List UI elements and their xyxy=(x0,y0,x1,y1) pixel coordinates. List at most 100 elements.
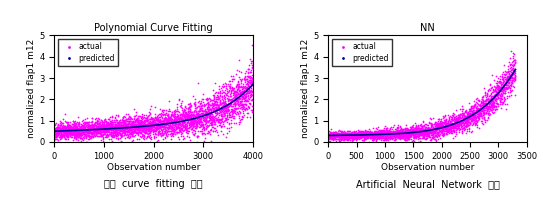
Point xyxy=(364,132,373,135)
Point xyxy=(479,112,488,116)
Point xyxy=(482,97,491,100)
Point xyxy=(144,127,153,130)
Point xyxy=(75,131,84,134)
Point xyxy=(424,129,433,132)
Point xyxy=(345,129,354,132)
Point xyxy=(327,136,336,139)
Point xyxy=(328,134,337,137)
Point xyxy=(486,105,495,109)
Point xyxy=(203,102,212,105)
Point xyxy=(186,113,195,116)
Point xyxy=(510,69,519,72)
Point xyxy=(476,108,484,111)
Point xyxy=(435,125,444,128)
Point xyxy=(154,126,162,129)
Point xyxy=(121,127,130,131)
Point xyxy=(192,113,201,116)
Point xyxy=(440,127,449,130)
Point xyxy=(329,134,338,137)
Point xyxy=(74,133,83,136)
Point xyxy=(510,77,519,80)
Point xyxy=(372,133,381,136)
Point xyxy=(200,137,209,140)
Point xyxy=(56,134,65,137)
Point xyxy=(155,118,163,121)
Point xyxy=(185,106,193,109)
Point xyxy=(440,127,449,130)
Point xyxy=(362,134,370,138)
Point xyxy=(129,125,137,128)
Point xyxy=(84,120,92,124)
Point xyxy=(130,127,138,130)
Point xyxy=(397,129,406,132)
Point xyxy=(79,127,88,130)
Point xyxy=(194,134,203,137)
Point xyxy=(370,130,379,133)
Point xyxy=(81,133,90,136)
Point xyxy=(211,108,219,111)
Point xyxy=(350,133,359,136)
Point xyxy=(154,112,163,115)
Point xyxy=(125,130,134,133)
Point xyxy=(439,125,448,128)
Point xyxy=(67,130,76,133)
Point xyxy=(507,60,516,63)
Point xyxy=(507,73,516,76)
Point xyxy=(450,122,458,125)
Point xyxy=(349,132,358,136)
Point xyxy=(373,132,382,136)
Point xyxy=(366,136,375,139)
Point xyxy=(181,112,190,115)
Point xyxy=(198,109,207,112)
Point xyxy=(64,127,72,130)
Point xyxy=(342,131,351,134)
Point xyxy=(384,136,393,139)
Point xyxy=(485,105,494,108)
Point xyxy=(159,129,168,132)
Point xyxy=(130,120,139,124)
Point xyxy=(175,116,184,120)
Point xyxy=(58,128,67,131)
Point xyxy=(244,71,252,74)
Point xyxy=(72,133,81,137)
Point xyxy=(351,133,360,136)
Point xyxy=(329,135,338,138)
Point xyxy=(95,129,104,132)
Point xyxy=(150,129,159,132)
Point xyxy=(454,118,463,121)
Point xyxy=(134,129,143,132)
Point xyxy=(122,122,131,125)
Point xyxy=(423,135,432,138)
Point xyxy=(94,126,103,129)
Point xyxy=(61,132,70,136)
Point xyxy=(188,118,197,121)
Point xyxy=(364,133,373,137)
Point xyxy=(220,112,229,115)
Point xyxy=(162,119,171,123)
Point xyxy=(222,136,230,139)
Point xyxy=(134,130,142,134)
Point xyxy=(506,80,515,83)
Point xyxy=(136,126,144,129)
Point xyxy=(447,119,456,122)
Point xyxy=(155,123,163,126)
Point xyxy=(65,128,73,131)
Point xyxy=(422,132,431,135)
Point xyxy=(182,128,191,131)
Point xyxy=(93,130,102,133)
Point xyxy=(79,132,88,136)
Point xyxy=(492,90,501,93)
Point xyxy=(75,132,84,135)
Point xyxy=(81,129,90,132)
Point xyxy=(476,113,484,116)
Point xyxy=(397,132,406,135)
Point xyxy=(83,131,91,134)
Point xyxy=(104,120,112,123)
Point xyxy=(497,73,506,76)
Point xyxy=(248,59,257,62)
Point xyxy=(177,127,186,130)
Point xyxy=(148,133,157,136)
Point xyxy=(198,116,207,119)
Point xyxy=(230,86,238,89)
Point xyxy=(474,115,483,119)
